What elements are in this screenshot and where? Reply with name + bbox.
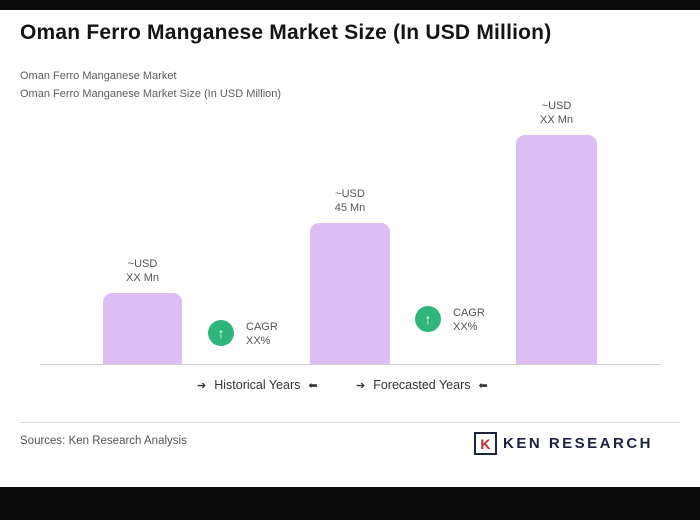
bottom-bar: [0, 487, 700, 520]
cagr-badge-1: ↑ CAGR XX%: [208, 320, 278, 348]
growth-up-icon: ↑: [415, 306, 441, 332]
sources-text: Sources: Ken Research Analysis: [20, 435, 187, 447]
axis-group-label: Historical Years: [214, 378, 301, 392]
cagr-text: CAGR XX%: [453, 306, 485, 334]
cagr-label: CAGR: [453, 307, 485, 319]
bar: [516, 135, 597, 365]
right-arrow-icon: ➔: [197, 379, 207, 392]
bar: [310, 223, 390, 365]
axis-group-forecasted: ➔ Forecasted Years ⬅: [356, 378, 488, 392]
bar-label-line1: ~USD: [127, 258, 158, 270]
bar-group-2: ~USD 45 Mn: [310, 187, 390, 365]
up-arrow-icon: ↑: [217, 325, 225, 341]
right-arrow-icon: ➔: [356, 379, 366, 392]
bar-group-3: ~USD XX Mn: [516, 99, 597, 365]
subtitle-line1: Oman Ferro Manganese Market: [20, 70, 177, 82]
cagr-badge-2: ↑ CAGR XX%: [415, 306, 485, 334]
bar-label-line1: ~USD: [335, 188, 365, 200]
x-axis-line: [40, 364, 660, 365]
cagr-value: XX%: [453, 321, 478, 333]
bar-label-line1: ~USD: [541, 100, 572, 112]
up-arrow-icon: ↑: [424, 311, 432, 327]
bar-label-line2: XX Mn: [125, 272, 159, 284]
cagr-label: CAGR: [246, 321, 278, 333]
cagr-text: CAGR XX%: [246, 320, 278, 348]
logo-text: KEN RESEARCH: [502, 435, 653, 452]
subtitle-line2: Oman Ferro Manganese Market Size (In USD…: [20, 88, 282, 100]
cagr-value: XX%: [246, 335, 271, 347]
bar: [103, 293, 182, 365]
bar-label-line2: XX Mn: [539, 114, 573, 126]
bar-value-label: ~USD 45 Mn: [335, 187, 366, 215]
top-bar: [0, 0, 700, 10]
footer-divider: [20, 422, 680, 423]
page-title: Oman Ferro Manganese Market Size (In USD…: [20, 21, 552, 44]
left-arrow-icon: ⬅: [308, 379, 318, 392]
logo-letter-k: K: [480, 435, 491, 452]
ken-research-logo: K KEN RESEARCH: [473, 432, 653, 455]
axis-group-historical: ➔ Historical Years ⬅: [197, 378, 318, 392]
left-arrow-icon: ⬅: [478, 379, 488, 392]
bar-group-1: ~USD XX Mn: [103, 257, 182, 365]
axis-group-label: Forecasted Years: [373, 378, 471, 392]
bar-value-label: ~USD XX Mn: [540, 99, 573, 127]
growth-up-icon: ↑: [208, 320, 234, 346]
bar-value-label: ~USD XX Mn: [126, 257, 159, 285]
bar-label-line2: 45 Mn: [334, 202, 366, 214]
ken-research-logo-icon: K: [473, 432, 497, 455]
chart-subtitle: Oman Ferro Manganese Market Oman Ferro M…: [20, 67, 281, 103]
